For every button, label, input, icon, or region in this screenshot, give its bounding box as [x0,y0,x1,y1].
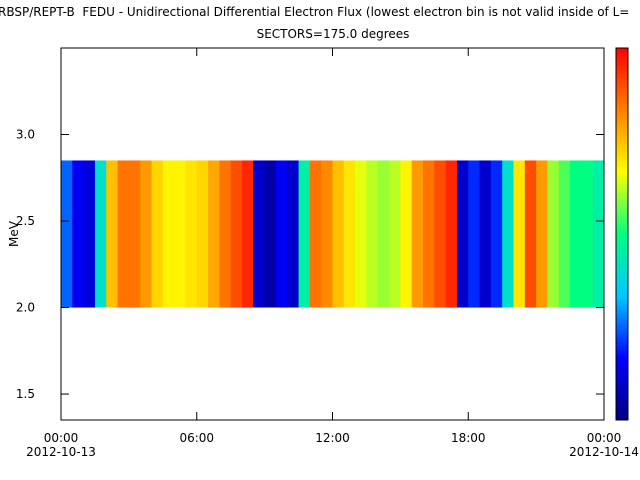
spectrogram-cell [581,160,594,308]
spectrogram-cell [162,160,175,308]
spectrogram-cell [558,160,571,308]
spectrogram-cell [343,160,356,308]
y-tick-label: 2.0 [16,301,35,315]
spectrogram-cell [400,160,413,308]
spectrogram-cell [468,160,481,308]
spectrogram-cell [106,160,119,308]
spectrogram-cell [321,160,333,308]
spectrogram-cell [151,160,164,308]
spectrogram-cell [287,160,300,308]
spectrogram-cell [83,160,96,308]
chart-title: RBSP/REPT-B FEDU - Unidirectional Differ… [0,5,629,19]
spectrogram-cell [389,160,401,308]
spectrogram-cell [479,160,492,308]
spectrogram-cell [185,160,198,308]
chart-subtitle: SECTORS=175.0 degrees [257,27,410,41]
spectrogram-cell [140,160,152,308]
spectrogram-cell [174,160,186,308]
spectrogram-cell [434,160,447,308]
x-tick-label: 06:00 [179,431,214,445]
x-tick-label: 00:00 [587,431,622,445]
spectrogram-cell [242,160,254,308]
x-tick-label: 00:00 [44,431,79,445]
spectrogram-cell [456,160,469,308]
spectrogram-cell [411,160,424,308]
spectrogram-cell [536,160,548,308]
spectrogram-cell [72,160,85,308]
spectrogram-cell [264,160,277,308]
spectrogram-cell [490,160,503,308]
y-axis-label: MeV [7,220,21,247]
x-tick-date: 2012-10-14 [569,445,639,459]
y-tick-label: 2.5 [16,214,35,228]
spectrogram-cell [377,160,390,308]
spectrogram-cell [423,160,435,308]
spectrogram-cell [355,160,367,308]
spectrogram-cell [275,160,288,308]
spectrogram-cell [61,160,73,308]
spectrogram-cell [208,160,220,308]
spectrogram-cell [547,160,560,308]
x-tick-label: 18:00 [451,431,486,445]
spectrogram-cell [94,160,107,308]
spectrogram-cell [592,160,605,308]
spectrogram-cell [502,160,514,308]
y-tick-label: 3.0 [16,128,35,142]
spectrogram-cell [570,160,582,308]
x-tick-label: 12:00 [315,431,350,445]
y-tick-label: 1.5 [16,387,35,401]
x-tick-date: 2012-10-13 [26,445,96,459]
spectrogram-cell [219,160,232,308]
spectrogram-cell [445,160,458,308]
colorbar [615,47,629,421]
spectrogram-cell [128,160,141,308]
spectrogram-cell [117,160,130,308]
spectrogram-cell [513,160,526,308]
spectrogram-cell [230,160,243,308]
spectrogram-cell [332,160,345,308]
spectrogram-cell [253,160,266,308]
spectrogram-cell [366,160,379,308]
spectrogram-cell [298,160,311,308]
spectrogram-cell [196,160,209,308]
spectrogram-cell [309,160,322,308]
spectrogram-cell [524,160,537,308]
